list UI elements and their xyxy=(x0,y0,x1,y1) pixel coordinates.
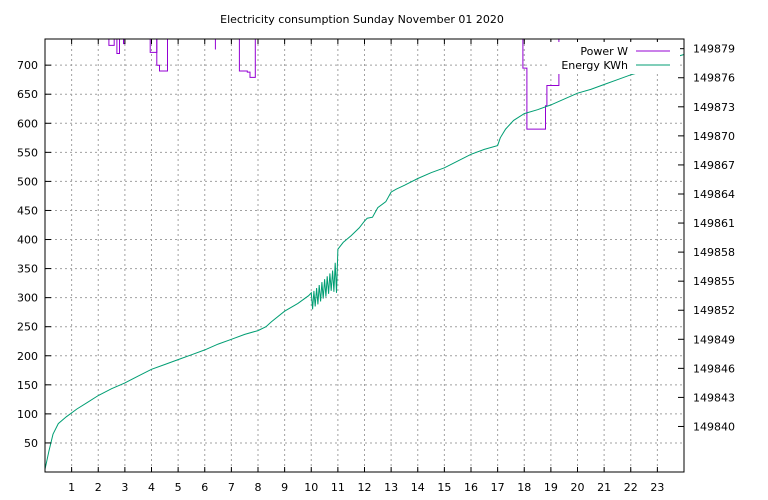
y-tick-label: 300 xyxy=(17,292,38,305)
y-tick-label: 150 xyxy=(17,379,38,392)
legend-label-power: Power W xyxy=(580,45,628,58)
x-tick-label: 8 xyxy=(255,481,262,494)
energy-line xyxy=(44,54,685,470)
y2-tick-label: 149864 xyxy=(693,188,735,201)
x-tick-label: 14 xyxy=(411,481,425,494)
power-line-segment xyxy=(116,39,120,54)
y-tick-label: 600 xyxy=(17,117,38,130)
y2-tick-label: 149870 xyxy=(693,130,735,143)
x-tick-label: 12 xyxy=(358,481,372,494)
legend-background xyxy=(550,42,680,74)
grid-lines xyxy=(45,39,684,472)
y-tick-label: 700 xyxy=(17,59,38,72)
y2-tick-label: 149843 xyxy=(693,391,735,404)
plot-frame xyxy=(44,38,685,473)
x-tick-label: 16 xyxy=(464,481,478,494)
x-tick-label: 5 xyxy=(175,481,182,494)
y2-tick-label: 149867 xyxy=(693,159,735,172)
x-tick-label: 13 xyxy=(384,481,398,494)
power-line-segment xyxy=(522,39,560,130)
y-tick-label: 350 xyxy=(17,263,38,276)
y2-tick-label: 149879 xyxy=(693,43,735,56)
y2-tick-label: 149846 xyxy=(693,362,735,375)
x-tick-label: 18 xyxy=(517,481,531,494)
legend: Power W Energy KWh xyxy=(550,42,680,74)
x-tick-label: 11 xyxy=(331,481,345,494)
y2-tick-label: 149840 xyxy=(693,420,735,433)
power-line-segment xyxy=(108,39,115,46)
x-tick-label: 9 xyxy=(281,481,288,494)
y2-tick-label: 149852 xyxy=(693,304,735,317)
power-series xyxy=(108,39,560,130)
y2-tick-label: 149858 xyxy=(693,246,735,259)
y2-tick-label: 149849 xyxy=(693,333,735,346)
y2-tick-label: 149876 xyxy=(693,72,735,85)
y2-tick-label: 149861 xyxy=(693,217,735,230)
x-tick-label: 4 xyxy=(148,481,155,494)
y-tick-label: 450 xyxy=(17,204,38,217)
x-tick-label: 15 xyxy=(437,481,451,494)
chart-title: Electricity consumption Sunday November … xyxy=(220,13,504,26)
x-tick-label: 6 xyxy=(201,481,208,494)
y-tick-label: 650 xyxy=(17,88,38,101)
y2-tick-label: 149855 xyxy=(693,275,735,288)
power-line-segment xyxy=(156,39,168,72)
y-tick-label: 50 xyxy=(24,437,38,450)
y2-tick-label: 149873 xyxy=(693,101,735,114)
x-tick-label: 1 xyxy=(68,481,75,494)
axes: 1 2 3 4 5 6 7 8 9 10 11 12 13 14 15 16 17 18 19 20 21 22 23501… xyxy=(17,39,735,494)
x-tick-label: 3 xyxy=(121,481,128,494)
power-line-segment xyxy=(238,39,256,78)
y-tick-label: 200 xyxy=(17,350,38,363)
x-tick-label: 7 xyxy=(228,481,235,494)
x-tick-label: 22 xyxy=(624,481,638,494)
y-tick-label: 500 xyxy=(17,175,38,188)
y-tick-label: 250 xyxy=(17,321,38,334)
legend-label-energy: Energy KWh xyxy=(561,59,628,72)
x-tick-label: 10 xyxy=(304,481,318,494)
x-tick-label: 19 xyxy=(544,481,558,494)
x-tick-label: 20 xyxy=(571,481,585,494)
y-tick-label: 550 xyxy=(17,146,38,159)
x-tick-label: 23 xyxy=(650,481,664,494)
y-tick-label: 100 xyxy=(17,408,38,421)
energy-series xyxy=(44,54,685,470)
x-tick-label: 21 xyxy=(597,481,611,494)
x-tick-label: 2 xyxy=(95,481,102,494)
y-tick-label: 400 xyxy=(17,234,38,247)
x-tick-label: 17 xyxy=(491,481,505,494)
